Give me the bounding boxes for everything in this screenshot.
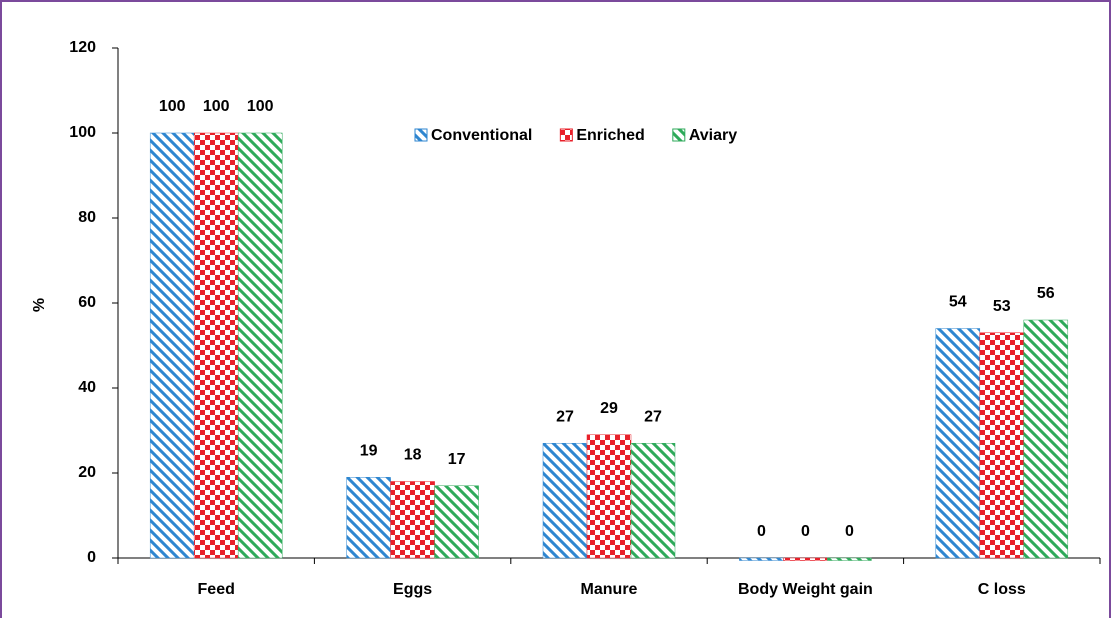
data-label: 0 [845, 523, 854, 540]
data-label: 19 [360, 442, 378, 459]
x-tick-label: Eggs [393, 581, 432, 598]
y-tick-label: 120 [69, 39, 96, 56]
y-tick-label: 80 [78, 209, 96, 226]
legend-label: Enriched [576, 127, 644, 144]
data-label: 17 [448, 451, 466, 468]
bar [586, 434, 632, 559]
legend-swatch [414, 128, 428, 142]
bar [827, 557, 872, 561]
data-label: 0 [801, 523, 810, 540]
bar [542, 443, 588, 559]
bar [1023, 319, 1069, 559]
data-label: 53 [993, 298, 1011, 315]
x-tick-label: Body Weight gain [738, 581, 873, 598]
bar [783, 557, 828, 561]
bar [935, 328, 981, 559]
legend-label: Conventional [431, 127, 532, 144]
bar [979, 332, 1025, 559]
legend-swatch [672, 128, 686, 142]
legend-label: Aviary [689, 127, 737, 144]
y-tick-label: 100 [69, 124, 96, 141]
bar [630, 443, 676, 559]
x-tick-label: Feed [198, 581, 235, 598]
bar [237, 132, 283, 559]
data-label: 100 [159, 98, 186, 115]
data-label: 54 [949, 294, 967, 311]
legend-swatch [559, 128, 573, 142]
y-axis-label: % [31, 298, 48, 312]
bar [434, 485, 479, 559]
data-label: 100 [247, 98, 274, 115]
bar [739, 557, 784, 561]
data-label: 0 [757, 523, 766, 540]
data-label: 100 [203, 98, 230, 115]
bar [149, 132, 195, 559]
bar [193, 132, 239, 559]
y-tick-label: 60 [78, 294, 96, 311]
bar [390, 481, 435, 559]
data-label: 56 [1037, 285, 1055, 302]
y-tick-label: 40 [78, 379, 96, 396]
x-tick-label: C loss [978, 581, 1026, 598]
data-label: 27 [556, 408, 574, 425]
x-tick-label: Manure [581, 581, 638, 598]
data-label: 18 [404, 447, 422, 464]
y-tick-label: 0 [87, 549, 96, 566]
data-label: 27 [644, 408, 662, 425]
data-label: 29 [600, 400, 618, 417]
y-tick-label: 20 [78, 464, 96, 481]
bar [346, 477, 391, 559]
